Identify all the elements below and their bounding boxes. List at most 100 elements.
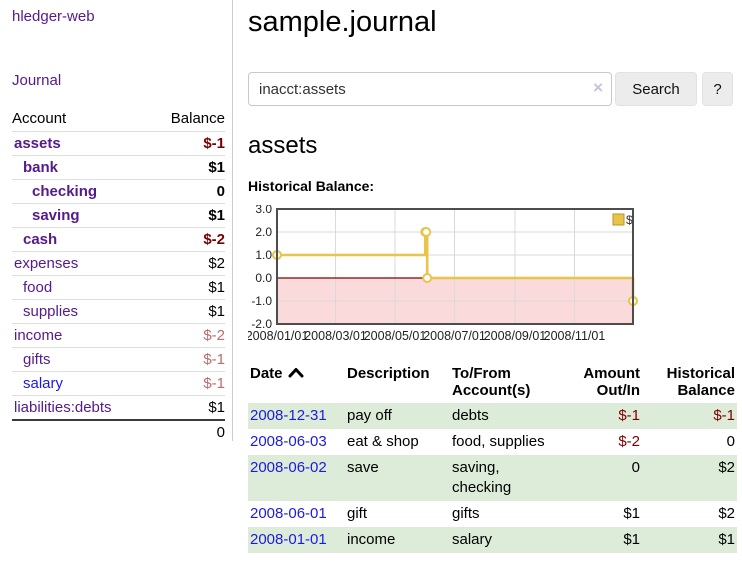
account-link[interactable]: checking <box>32 183 97 200</box>
transaction-amount: $-1 <box>562 403 642 429</box>
main-content: sample.journal × Search ? assets Histori… <box>233 0 742 553</box>
account-balance: $1 <box>150 396 225 421</box>
account-balance: $-2 <box>150 324 225 348</box>
account-link[interactable]: assets <box>14 135 61 152</box>
chart-legend: $ <box>613 213 633 227</box>
register-header-row: DateDescriptionTo/FromAccount(s)AmountOu… <box>248 363 737 403</box>
search-input[interactable] <box>248 72 612 106</box>
transaction-description: gift <box>345 501 450 527</box>
legend-swatch <box>613 214 624 225</box>
y-axis-tick-label: 1.0 <box>255 248 272 262</box>
account-link[interactable]: saving <box>32 207 80 224</box>
register-table: DateDescriptionTo/FromAccount(s)AmountOu… <box>248 363 737 553</box>
account-row: liabilities:debts $1 <box>12 396 225 421</box>
accounts-header-row: Account Balance <box>12 107 225 132</box>
accounts-col-account: Account <box>12 107 150 132</box>
account-row: supplies $1 <box>12 300 225 324</box>
account-link[interactable]: gifts <box>23 351 51 368</box>
clear-search-icon[interactable]: × <box>593 78 603 98</box>
x-axis-tick-label: 2008/05/01 <box>364 329 427 343</box>
y-axis-tick-label: 3.0 <box>255 205 272 216</box>
register-row: 2008-06-03eat & shopfood, supplies$-20 <box>248 429 737 455</box>
transaction-balance: 0 <box>642 429 737 455</box>
transaction-date-link[interactable]: 2008-01-01 <box>250 531 327 548</box>
sidebar: hledger-web Journal Account Balance asse… <box>0 0 233 441</box>
register-col-header: Description <box>345 363 450 403</box>
account-row: salary $-1 <box>12 372 225 396</box>
transaction-balance: $-1 <box>642 403 737 429</box>
transaction-date-link[interactable]: 2008-06-01 <box>250 505 327 522</box>
transaction-accounts: gifts <box>450 501 562 527</box>
page-title: sample.journal <box>248 4 737 40</box>
accounts-total-row: 0 <box>12 420 225 444</box>
account-balance: $1 <box>150 300 225 324</box>
transaction-amount: $1 <box>562 501 642 527</box>
transaction-balance: $2 <box>642 455 737 501</box>
account-link[interactable]: expenses <box>14 255 78 272</box>
x-axis-tick-label: 2008/09/01 <box>484 329 547 343</box>
app-title-link[interactable]: hledger-web <box>12 8 95 25</box>
accounts-col-balance: Balance <box>150 107 225 132</box>
account-link[interactable]: income <box>14 327 62 344</box>
transaction-description: pay off <box>345 403 450 429</box>
account-link[interactable]: cash <box>23 231 57 248</box>
transaction-description: income <box>345 527 450 553</box>
register-col-header: AmountOut/In <box>562 363 642 403</box>
transaction-description: eat & shop <box>345 429 450 455</box>
transaction-accounts: salary <box>450 527 562 553</box>
register-row: 2008-06-02savesaving, checking0$2 <box>248 455 737 501</box>
accounts-table: Account Balance assets $-1 bank $1 checking 0… <box>12 107 225 444</box>
account-link[interactable]: bank <box>23 159 58 176</box>
x-axis-tick-label: 2008/07/01 <box>423 329 486 343</box>
account-row: gifts $-1 <box>12 348 225 372</box>
account-balance: $-1 <box>150 348 225 372</box>
x-axis-tick-label: 2008/11/01 <box>544 329 606 343</box>
transaction-amount: $-2 <box>562 429 642 455</box>
search-button[interactable]: Search <box>615 72 697 106</box>
register-col-header: HistoricalBalance <box>642 363 737 403</box>
account-row: assets $-1 <box>12 132 225 156</box>
account-link[interactable]: supplies <box>23 303 78 320</box>
register-row: 2008-12-31pay offdebts$-1$-1 <box>248 403 737 429</box>
transaction-amount: $1 <box>562 527 642 553</box>
accounts-total-value: 0 <box>150 420 225 444</box>
search-input-wrap: × <box>248 72 612 106</box>
sidebar-nav: Journal <box>12 72 225 90</box>
transaction-date-link[interactable]: 2008-06-03 <box>250 433 327 450</box>
sidebar-item-journal[interactable]: Journal <box>12 72 61 89</box>
account-link[interactable]: salary <box>23 375 63 392</box>
y-axis-tick-label: 0.0 <box>255 271 272 285</box>
x-axis-tick-label: 2008/01/01 <box>248 329 308 343</box>
transaction-date-link[interactable]: 2008-12-31 <box>250 407 327 424</box>
account-link[interactable]: liabilities:debts <box>14 399 112 416</box>
account-balance: 0 <box>150 180 225 204</box>
transaction-accounts: saving, checking <box>450 455 562 501</box>
transaction-balance: $1 <box>642 527 737 553</box>
historical-balance-chart: $3.02.01.00.0-1.0-2.02008/01/012008/03/0… <box>248 205 737 347</box>
account-balance: $-1 <box>150 132 225 156</box>
account-balance: $1 <box>150 204 225 228</box>
y-axis-tick-label: 2.0 <box>255 225 272 239</box>
account-balance: $-1 <box>150 372 225 396</box>
register-col-header: To/FromAccount(s) <box>450 363 562 403</box>
transaction-amount: 0 <box>562 455 642 501</box>
register-col-header[interactable]: Date <box>248 363 345 403</box>
account-balance: $-2 <box>150 228 225 252</box>
account-balance: $1 <box>150 156 225 180</box>
transaction-date-link[interactable]: 2008-06-02 <box>250 459 327 476</box>
y-axis-tick-label: -1.0 <box>251 294 272 308</box>
search-form: × Search ? <box>248 72 737 106</box>
account-row: checking 0 <box>12 180 225 204</box>
accounts-total-spacer <box>12 420 150 444</box>
transaction-balance: $2 <box>642 501 737 527</box>
register-row: 2008-06-01 giftgifts$1$2 <box>248 501 737 527</box>
account-heading: assets <box>248 132 737 160</box>
account-row: income $-2 <box>12 324 225 348</box>
legend-label: $ <box>626 213 633 227</box>
transaction-accounts: debts <box>450 403 562 429</box>
help-button[interactable]: ? <box>702 72 733 106</box>
account-row: saving $1 <box>12 204 225 228</box>
account-link[interactable]: food <box>23 279 52 296</box>
account-row: cash $-2 <box>12 228 225 252</box>
data-point-marker <box>422 228 430 236</box>
